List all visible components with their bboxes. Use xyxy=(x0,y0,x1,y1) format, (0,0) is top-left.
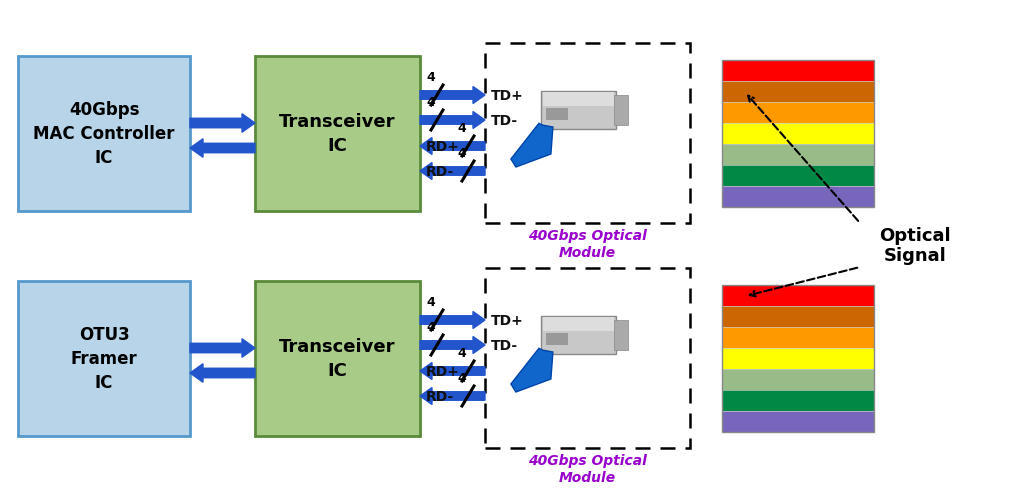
FancyArrow shape xyxy=(190,115,255,133)
Text: RD-: RD- xyxy=(426,164,455,179)
Text: RD+: RD+ xyxy=(426,364,460,378)
FancyBboxPatch shape xyxy=(18,281,190,436)
Bar xyxy=(722,102,874,123)
Text: OTU3
Framer
IC: OTU3 Framer IC xyxy=(71,325,137,391)
Text: 40Gbps Optical
Module: 40Gbps Optical Module xyxy=(528,228,647,260)
FancyArrow shape xyxy=(420,363,485,380)
Bar xyxy=(722,285,874,306)
Bar xyxy=(722,61,874,207)
FancyArrow shape xyxy=(420,312,485,329)
Bar xyxy=(614,96,628,126)
Text: TD+: TD+ xyxy=(490,313,523,327)
Text: 4: 4 xyxy=(458,147,466,160)
Bar xyxy=(722,186,874,207)
Bar xyxy=(722,285,874,431)
FancyBboxPatch shape xyxy=(255,57,420,211)
Bar xyxy=(541,316,615,354)
Bar xyxy=(485,44,690,224)
Text: 4: 4 xyxy=(427,320,435,333)
Text: 4: 4 xyxy=(458,346,466,359)
Text: 40Gbps Optical
Module: 40Gbps Optical Module xyxy=(528,453,647,484)
FancyBboxPatch shape xyxy=(255,281,420,436)
Bar xyxy=(722,144,874,165)
Bar xyxy=(722,390,874,411)
Text: 4: 4 xyxy=(427,295,435,308)
Bar xyxy=(543,317,614,331)
Text: Transceiver
IC: Transceiver IC xyxy=(280,338,395,379)
Bar xyxy=(722,411,874,431)
Text: RD-: RD- xyxy=(426,389,455,403)
Polygon shape xyxy=(511,124,553,168)
Bar xyxy=(614,320,628,350)
Bar xyxy=(722,81,874,102)
Text: Transceiver
IC: Transceiver IC xyxy=(280,113,395,155)
Bar xyxy=(541,92,615,130)
FancyBboxPatch shape xyxy=(18,57,190,211)
Bar xyxy=(546,333,568,345)
FancyArrow shape xyxy=(420,387,485,405)
FancyArrow shape xyxy=(420,87,485,104)
Text: 4: 4 xyxy=(458,122,466,135)
Text: TD-: TD- xyxy=(490,114,518,128)
Bar xyxy=(722,348,874,369)
Bar xyxy=(722,123,874,144)
Bar xyxy=(485,268,690,448)
FancyArrow shape xyxy=(420,163,485,180)
Bar xyxy=(546,109,568,120)
Bar xyxy=(722,369,874,390)
FancyArrow shape xyxy=(190,140,255,158)
Bar xyxy=(722,165,874,186)
FancyArrow shape xyxy=(420,112,485,129)
Polygon shape xyxy=(511,348,553,392)
Text: Optical
Signal: Optical Signal xyxy=(880,226,951,265)
Text: RD+: RD+ xyxy=(426,140,460,154)
Text: 40Gbps
MAC Controller
IC: 40Gbps MAC Controller IC xyxy=(33,101,175,166)
Bar xyxy=(722,61,874,81)
Text: 4: 4 xyxy=(427,96,435,109)
Text: TD+: TD+ xyxy=(490,89,523,103)
Bar xyxy=(722,306,874,327)
Bar xyxy=(543,93,614,107)
Text: TD-: TD- xyxy=(490,338,518,352)
Text: 4: 4 xyxy=(427,71,435,84)
Text: 4: 4 xyxy=(458,371,466,384)
Bar xyxy=(722,327,874,348)
FancyArrow shape xyxy=(420,138,485,155)
FancyArrow shape xyxy=(190,339,255,358)
FancyArrow shape xyxy=(420,337,485,354)
FancyArrow shape xyxy=(190,364,255,383)
